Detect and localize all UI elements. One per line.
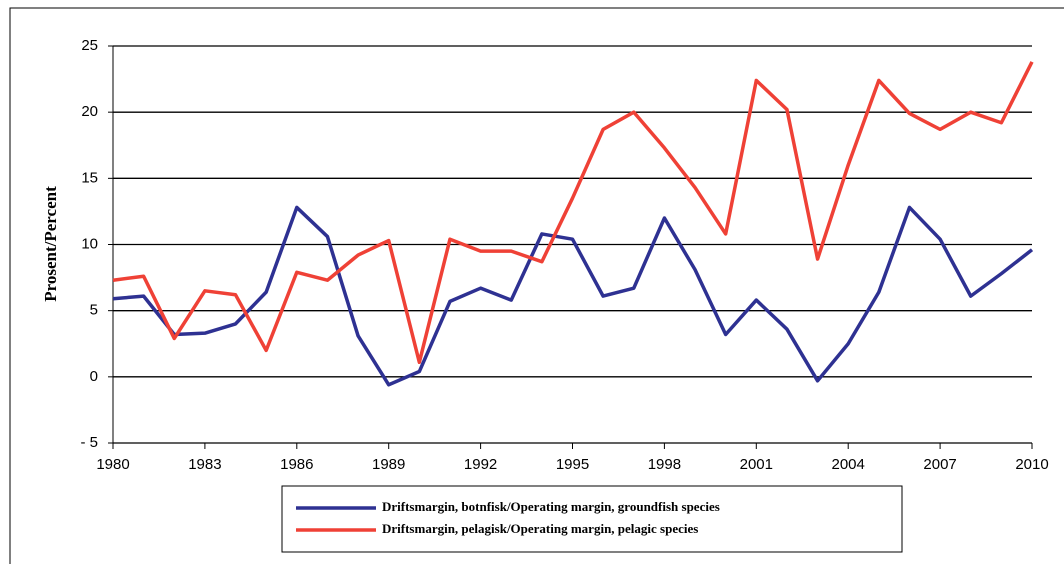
x-tick-label: 1983 <box>188 456 221 473</box>
y-tick-label: 0 <box>90 368 98 385</box>
x-tick-label: 2004 <box>832 456 865 473</box>
x-tick-label: 2007 <box>923 456 956 473</box>
x-tick-label: 1995 <box>556 456 589 473</box>
y-tick-label: 5 <box>90 302 98 319</box>
x-tick-label: 1992 <box>464 456 497 473</box>
x-tick-label: 1986 <box>280 456 313 473</box>
x-tick-label: 1980 <box>96 456 129 473</box>
y-tick-label: 10 <box>81 235 98 252</box>
y-tick-label: - 5 <box>80 434 98 451</box>
y-tick-label: 25 <box>81 37 98 54</box>
x-tick-label: 1989 <box>372 456 405 473</box>
chart-frame <box>9 7 1064 569</box>
x-tick-label: 2001 <box>740 456 773 473</box>
y-tick-label: 15 <box>81 169 98 186</box>
x-tick-label: 1998 <box>648 456 681 473</box>
y-tick-label: 20 <box>81 103 98 120</box>
data-line <box>112 61 1034 365</box>
legend-label: Driftsmargin, botnfisk/Operating margin,… <box>382 499 720 514</box>
data-line <box>112 205 1034 387</box>
legend-box <box>281 485 903 553</box>
x-tick-label: 2010 <box>1015 456 1048 473</box>
y-axis-label: Prosent/Percent <box>41 186 60 302</box>
legend-label: Driftsmargin, pelagisk/Operating margin,… <box>382 521 698 536</box>
